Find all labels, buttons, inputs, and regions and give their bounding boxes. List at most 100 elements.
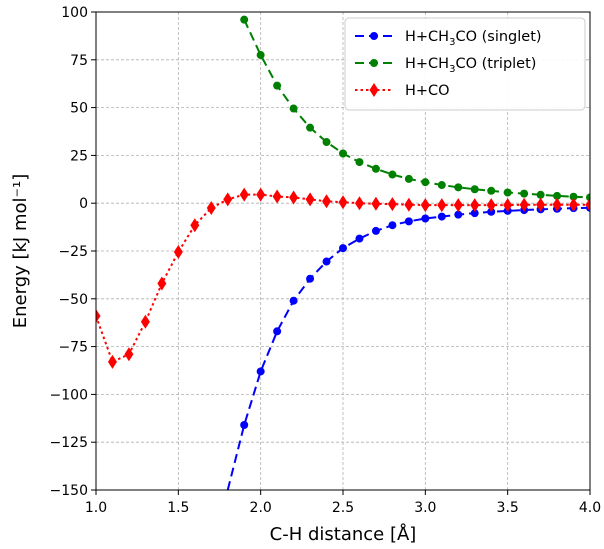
data-point xyxy=(273,327,282,336)
x-ticks: 1.0 1.5 2.0 2.5 3.0 3.5 4.0 xyxy=(85,490,601,516)
data-point xyxy=(140,314,150,329)
data-point xyxy=(223,192,233,207)
data-point xyxy=(553,191,562,200)
x-tick-label: 2.5 xyxy=(332,500,354,516)
data-point xyxy=(256,187,266,202)
y-tick-label: 50 xyxy=(70,101,88,117)
x-axis-label: C-H distance [Å] xyxy=(270,523,417,545)
data-point xyxy=(470,209,479,218)
data-point xyxy=(240,15,249,24)
data-point xyxy=(371,196,381,211)
x-tick-label: 1.0 xyxy=(85,500,107,516)
data-point xyxy=(486,198,496,213)
data-point xyxy=(470,185,479,194)
x-tick-label: 1.5 xyxy=(167,500,189,516)
data-point xyxy=(272,189,282,204)
y-tick-label: −75 xyxy=(58,340,88,356)
y-tick-label: −25 xyxy=(58,244,88,260)
y-tick-label: −100 xyxy=(50,387,88,403)
legend: H+CH3CO (singlet) H+CH3CO (triplet) H+CO xyxy=(344,17,586,111)
x-tick-label: 3.0 xyxy=(414,500,436,516)
data-point xyxy=(306,274,315,283)
legend-box xyxy=(344,17,586,111)
plot-frame xyxy=(95,11,591,491)
data-point xyxy=(355,158,364,167)
data-point xyxy=(96,309,101,324)
y-tick-label: −150 xyxy=(50,483,88,499)
legend-marker xyxy=(370,32,378,40)
plot-series xyxy=(96,15,590,490)
data-point xyxy=(453,198,463,213)
legend-marker xyxy=(369,83,379,97)
data-point xyxy=(339,244,347,253)
data-point xyxy=(107,354,117,369)
data-point xyxy=(454,183,463,192)
y-tick-label: 75 xyxy=(70,53,88,69)
data-point xyxy=(404,174,413,183)
y-ticks: 100 75 50 25 0 −25 −50 −75 −100 −125 −150 xyxy=(50,5,96,499)
y-tick-label: −50 xyxy=(58,292,88,308)
y-axis-label: Energy [kJ mol⁻¹] xyxy=(10,174,31,329)
data-point xyxy=(420,198,430,213)
data-point xyxy=(519,197,529,212)
data-point xyxy=(503,198,513,213)
data-point xyxy=(404,197,414,212)
data-point xyxy=(503,188,512,197)
data-point xyxy=(190,218,200,233)
data-point xyxy=(569,197,579,212)
data-point xyxy=(388,221,397,230)
data-point xyxy=(371,164,380,173)
data-point xyxy=(437,198,447,213)
data-point xyxy=(157,276,167,291)
legend-label: H+CH3CO (singlet) xyxy=(405,29,542,48)
data-point xyxy=(322,194,332,209)
data-point xyxy=(388,170,397,179)
x-tick-label: 2.0 xyxy=(250,500,272,516)
legend-label: H+CH3CO (triplet) xyxy=(405,56,536,75)
data-point xyxy=(487,186,496,195)
series-2 xyxy=(96,187,590,369)
x-tick-label: 4.0 xyxy=(579,500,601,516)
data-point xyxy=(289,190,299,205)
data-point xyxy=(273,81,282,90)
data-point xyxy=(338,195,348,210)
data-point xyxy=(536,197,546,212)
data-point xyxy=(454,210,463,219)
data-point xyxy=(305,192,315,207)
data-point xyxy=(552,197,562,212)
data-point xyxy=(322,138,331,147)
data-point xyxy=(437,212,446,221)
data-point xyxy=(421,214,430,223)
data-point xyxy=(569,192,578,201)
data-point xyxy=(437,181,446,190)
data-point xyxy=(289,104,298,113)
data-point xyxy=(470,198,480,213)
data-point xyxy=(371,226,380,235)
series-line xyxy=(226,206,590,490)
data-point xyxy=(306,123,315,132)
data-point xyxy=(173,244,183,259)
data-point xyxy=(355,234,364,243)
data-point xyxy=(289,296,298,305)
data-point xyxy=(322,257,331,266)
series-1 xyxy=(240,15,590,202)
data-point xyxy=(256,367,265,376)
legend-label: H+CO xyxy=(405,83,450,99)
x-tick-label: 3.5 xyxy=(497,500,519,516)
y-tick-label: 0 xyxy=(79,196,88,212)
data-point xyxy=(387,197,397,212)
y-tick-label: 100 xyxy=(61,5,88,21)
data-point xyxy=(124,347,134,362)
data-point xyxy=(404,217,413,226)
data-point xyxy=(239,187,249,202)
data-point xyxy=(354,196,364,211)
data-point xyxy=(256,51,265,60)
legend-marker xyxy=(370,59,378,67)
data-point xyxy=(421,178,430,187)
data-point xyxy=(240,420,249,429)
data-point xyxy=(585,197,590,212)
data-point xyxy=(520,189,529,198)
y-tick-label: −125 xyxy=(50,435,88,451)
y-tick-label: 25 xyxy=(70,148,88,164)
